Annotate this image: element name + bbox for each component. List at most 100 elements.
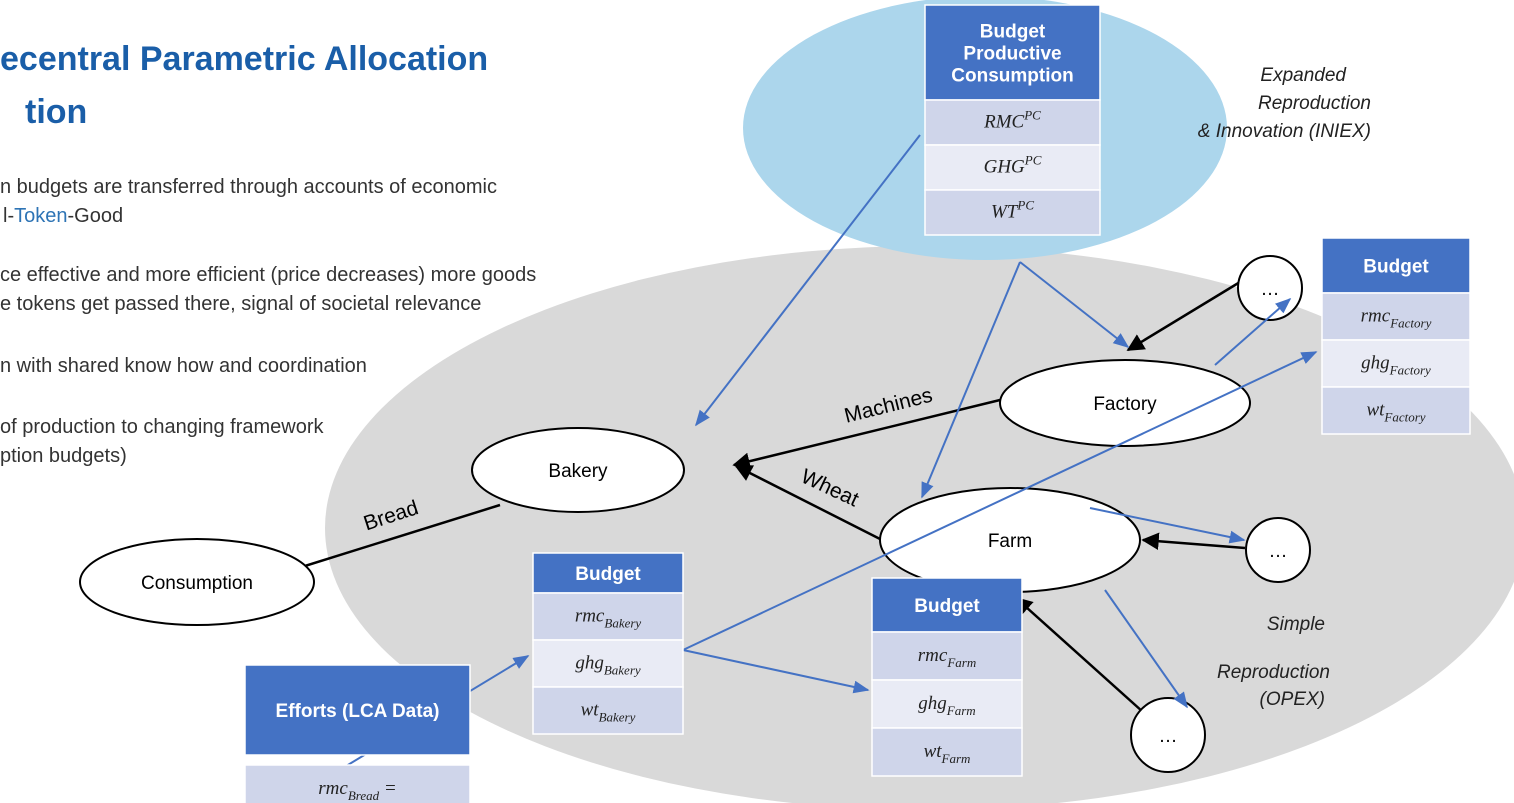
node [1245, 517, 1311, 583]
math-base: RMC [983, 112, 1024, 133]
math-cell: rmcFarm [918, 645, 976, 670]
header-text: Budget [1363, 257, 1429, 278]
math-sub: Factory [1389, 316, 1431, 331]
math-base: ghg [575, 653, 604, 674]
node-label: Bakery [548, 461, 608, 482]
math-cell: rmcBakery [575, 606, 642, 631]
table-header [532, 552, 684, 594]
math-sup: PC [1023, 108, 1041, 123]
bullet: ce effective and more efficient (price d… [0, 264, 536, 286]
math-base: ghg [918, 693, 947, 714]
table-header [244, 664, 471, 756]
math-base: rmc [1361, 306, 1391, 327]
region-label: Simple [1267, 614, 1325, 635]
title: tion [25, 93, 87, 131]
math-sub: Bread [348, 788, 380, 803]
edge [1141, 532, 1246, 550]
table-row [1321, 339, 1471, 388]
region-label: Expanded [1260, 65, 1347, 86]
math-cell: WTPC [991, 198, 1034, 223]
math-base: WT [991, 202, 1019, 223]
table-row [924, 189, 1101, 236]
budget-table: Efforts (LCA Data) rmcBread = [244, 664, 471, 803]
region-label: Reproduction [1258, 93, 1371, 114]
math-sup: PC [1016, 198, 1034, 213]
math-sub: Farm [941, 751, 971, 766]
math-base: wt [581, 700, 600, 721]
bullet: e tokens get passed there, signal of soc… [0, 293, 481, 315]
edge [274, 503, 501, 579]
nodes: Bakery Factory Farm Consumption … … … [79, 255, 1311, 773]
text: -Good [67, 205, 123, 227]
math-cell: ghgFarm [918, 693, 975, 718]
math-cell: ghgFactory [1361, 353, 1431, 378]
node-label: … [1269, 541, 1288, 562]
bullet: n budgets are transferred through accoun… [0, 176, 497, 198]
math-sub: Bakery [604, 616, 641, 631]
node-label: Factory [1093, 394, 1157, 415]
node [1130, 697, 1206, 773]
node-label: Farm [988, 531, 1032, 552]
header-text: Productive [963, 44, 1061, 65]
edge [732, 398, 1001, 470]
table-row [924, 99, 1101, 146]
flow [921, 261, 1021, 499]
edges [274, 280, 1246, 713]
math-sub: Farm [946, 703, 976, 718]
table-row [871, 727, 1023, 777]
math-post: = [379, 778, 397, 799]
header-text: Budget [980, 22, 1046, 43]
header-text: Efforts (LCA Data) [276, 701, 440, 722]
math-base: rmc [318, 778, 348, 799]
table-row [532, 639, 684, 688]
table-row [244, 764, 471, 803]
tables: BudgetProductiveConsumptionRMCPCGHGPCWTP… [244, 4, 1471, 803]
math-base: rmc [575, 606, 605, 627]
math-base: GHG [984, 157, 1025, 178]
node [79, 538, 315, 626]
header-text: Budget [914, 596, 980, 617]
node-label: … [1159, 726, 1178, 747]
flow [682, 649, 870, 694]
math-sub: Factory [1389, 363, 1431, 378]
budget-table: BudgetProductiveConsumptionRMCPCGHGPCWTP… [924, 4, 1101, 236]
bullet: of production to changing framework [0, 416, 325, 438]
table-row [871, 679, 1023, 729]
math-sub: Factory [1383, 410, 1425, 425]
math-base: wt [1366, 400, 1385, 421]
table-row [532, 686, 684, 735]
flow [1089, 507, 1246, 544]
bullet: l-Token-Good [3, 205, 123, 227]
region-labels: Expanded Reproduction & Innovation (INIE… [1198, 65, 1371, 710]
node-label: … [1261, 279, 1280, 300]
math-cell: ghgBakery [575, 653, 641, 678]
token: Token [14, 205, 67, 227]
math-sub: Farm [946, 655, 976, 670]
edge [1126, 280, 1241, 352]
math-cell: wtBakery [581, 700, 636, 725]
math-cell: rmcBread = [318, 778, 396, 803]
title: ecentral Parametric Allocation [0, 40, 488, 78]
flow [682, 351, 1318, 651]
edge [734, 464, 883, 542]
math-sub: Bakery [604, 663, 641, 678]
math-cell: rmcFactory [1361, 306, 1432, 331]
edge [1014, 596, 1144, 713]
table-row [1321, 386, 1471, 435]
node-label: Consumption [141, 573, 253, 594]
bullet: ption budgets) [0, 445, 127, 467]
flow [695, 134, 921, 427]
math-sub: Bakery [599, 710, 636, 725]
node [471, 427, 685, 513]
header-text: Consumption [951, 66, 1073, 87]
math-cell: wtFarm [924, 741, 971, 766]
math-base: rmc [918, 645, 948, 666]
math-cell: GHGPC [984, 153, 1042, 178]
flow [1019, 261, 1130, 348]
math-base: wt [924, 741, 943, 762]
table-header [871, 577, 1023, 633]
